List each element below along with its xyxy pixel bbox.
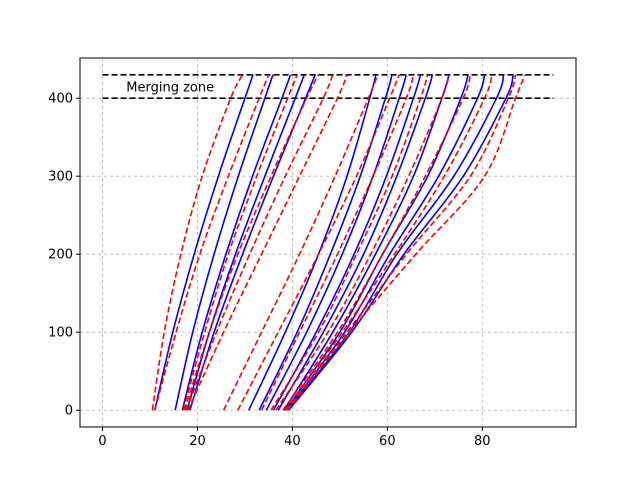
- solid-trajectory-line-10: [277, 74, 434, 411]
- x-tick-label: 20: [189, 434, 206, 449]
- plot-frame: [79, 57, 577, 428]
- y-tick-label: 200: [48, 248, 73, 263]
- dashed-trajectory-line-17: [153, 74, 270, 411]
- solid-trajectory-line-15: [287, 74, 514, 411]
- dashed-trajectory-line-29: [286, 74, 517, 411]
- dashed-trajectory-line-30: [287, 74, 526, 411]
- solid-trajectory-line-6: [248, 74, 377, 411]
- y-tick-label: 0: [65, 404, 73, 419]
- merging-zone-layer: [102, 73, 554, 99]
- solid-trajectory-line-4: [186, 74, 306, 411]
- merging-zone-label: Merging zone: [126, 80, 214, 95]
- solid-trajectory-line-1: [153, 74, 254, 411]
- x-tick-label: 60: [379, 434, 396, 449]
- dashed-trajectory-line-16: [151, 74, 244, 411]
- dashed-trajectory-line-23: [237, 74, 400, 411]
- dashed-trajectory-line-22: [222, 74, 379, 411]
- solid-trajectory-line-13: [286, 74, 486, 411]
- solid-trajectory-line-8: [265, 74, 408, 411]
- dashed-trajectory-line-21: [187, 74, 348, 411]
- solid-trajectory-line-9: [272, 74, 422, 411]
- solid-trajectory-line-7: [258, 74, 393, 411]
- y-tick-label: 400: [48, 92, 73, 107]
- dashed-trajectory-line-25: [270, 74, 429, 411]
- x-tick-label: 0: [98, 434, 106, 449]
- axes-layer: 0 20 40 60 80 0 100 200 300 400: [48, 57, 577, 449]
- x-tick-label: 40: [284, 434, 301, 449]
- dashed-trajectory-line-27: [282, 74, 472, 411]
- series-layer: [151, 74, 526, 411]
- solid-trajectory-line-3: [181, 74, 292, 411]
- solid-trajectory-line-5: [189, 74, 316, 411]
- dashed-trajectory-line-24: [260, 74, 415, 411]
- grid-layer: [80, 58, 576, 427]
- dashed-trajectory-line-28: [284, 74, 493, 411]
- dashed-trajectory-line-26: [275, 74, 450, 411]
- dashed-trajectory-line-19: [183, 74, 320, 411]
- y-tick-label: 100: [48, 326, 73, 341]
- solid-trajectory-line-2: [174, 74, 274, 411]
- dashed-trajectory-line-18: [182, 74, 298, 411]
- solid-trajectory-line-11: [283, 74, 450, 411]
- dashed-trajectory-line-20: [185, 74, 334, 411]
- solid-trajectory-line-12: [284, 74, 469, 411]
- y-tick-label: 300: [48, 170, 73, 185]
- x-tick-label: 80: [474, 434, 491, 449]
